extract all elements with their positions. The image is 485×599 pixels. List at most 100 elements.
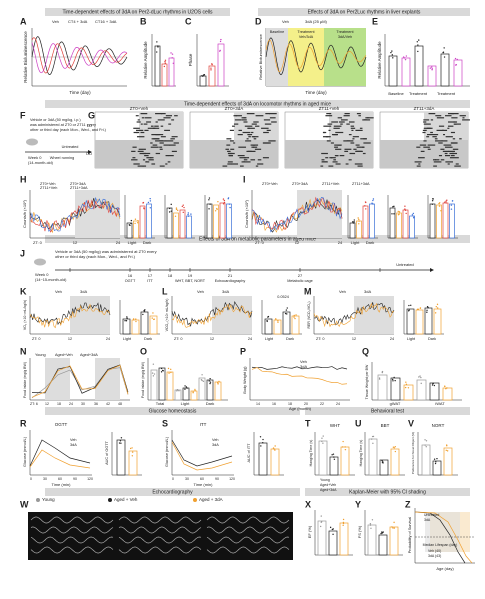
panel-label: ZT11+Veh (319, 106, 340, 111)
shading (346, 140, 354, 142)
shading (263, 142, 270, 144)
panel-letter: D (255, 16, 262, 26)
dot (132, 318, 135, 320)
dot (143, 207, 145, 209)
panel-label: Untreated (424, 513, 439, 517)
panel-label: Treatment (437, 91, 456, 96)
shading (171, 150, 177, 152)
shading (231, 163, 239, 165)
trace (251, 198, 343, 233)
panel-label: Baseline (270, 30, 285, 34)
panel-label: Veh (339, 289, 346, 294)
dot (147, 201, 150, 204)
dot (320, 521, 323, 523)
shading (140, 123, 143, 125)
shading (326, 113, 332, 115)
dot (429, 67, 432, 69)
dot (382, 461, 384, 463)
panel-label: 60 (200, 477, 204, 481)
shading (150, 157, 154, 159)
shading (419, 144, 427, 146)
panel-letter: I (243, 174, 246, 184)
bar (390, 448, 400, 476)
dot (342, 440, 344, 443)
shading (262, 157, 269, 159)
dot (392, 206, 394, 208)
dot (450, 208, 453, 210)
shading (255, 165, 259, 167)
shading (331, 121, 339, 123)
shading (365, 117, 369, 119)
bar (140, 311, 149, 335)
trace (313, 302, 395, 328)
dot (445, 444, 448, 446)
panel-label: Wheel running (50, 156, 74, 160)
shading (243, 121, 248, 123)
trace (206, 546, 290, 554)
shading (227, 152, 231, 155)
dot (370, 527, 372, 530)
dot (164, 62, 166, 64)
panel-letter: U (355, 418, 362, 428)
shading (363, 142, 371, 144)
dot (187, 212, 190, 214)
shading (164, 129, 170, 131)
panel-label: 24 (116, 240, 121, 245)
shading (330, 157, 336, 159)
bar (122, 318, 131, 335)
dot (286, 313, 288, 315)
dot (407, 387, 410, 389)
shading (145, 161, 150, 163)
panel-label: Age (month) (289, 406, 312, 411)
shading (339, 155, 345, 157)
dot (392, 446, 395, 448)
dot (181, 205, 184, 208)
dot (440, 210, 442, 212)
dot (364, 205, 366, 207)
bar (367, 524, 377, 556)
shading (447, 127, 450, 129)
shading (160, 113, 166, 115)
dot (443, 385, 446, 387)
shading (233, 115, 237, 117)
panel-label: 0 (172, 477, 174, 481)
shading (143, 123, 148, 125)
shading (422, 129, 427, 131)
shading (229, 140, 234, 142)
dot (443, 47, 445, 49)
panel-label: Aged+Veh (320, 483, 336, 487)
shading (243, 157, 250, 159)
dot (333, 458, 336, 460)
trace (31, 367, 129, 399)
dot (408, 304, 410, 307)
panel-label: 3dA (300, 364, 307, 369)
bar (378, 534, 388, 556)
shading (452, 138, 456, 140)
bar (198, 377, 206, 401)
panel-label: Veh/3dA (299, 35, 314, 39)
shading (133, 131, 140, 134)
bar (217, 43, 225, 87)
section-header: Time-dependent effects of 3dA on Per2-dL… (62, 9, 213, 15)
shading (237, 155, 245, 157)
shading (159, 142, 164, 144)
dot (211, 63, 213, 66)
panel-letter: L (162, 286, 168, 296)
panel-label: WHT (330, 423, 340, 428)
dot (125, 320, 128, 322)
shading (243, 117, 247, 119)
dot (202, 380, 205, 383)
bar (436, 204, 442, 239)
dot (319, 525, 322, 528)
trace (265, 37, 367, 76)
shading (229, 129, 234, 131)
dot (412, 212, 415, 215)
panel-label: Food intake (mg/g BW) (23, 362, 27, 398)
bar (116, 439, 126, 476)
shading (239, 157, 246, 159)
panel-label: Veh (300, 359, 307, 364)
shading (165, 163, 168, 165)
trace (29, 439, 91, 467)
dot (370, 438, 373, 440)
